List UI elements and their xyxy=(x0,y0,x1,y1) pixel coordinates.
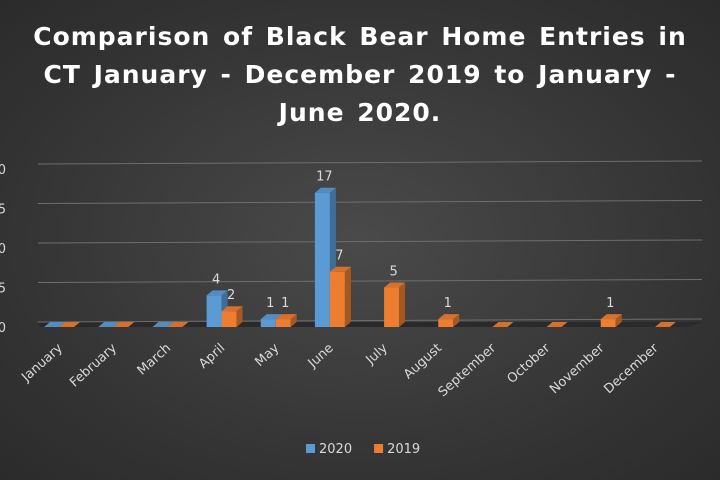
bar xyxy=(98,322,120,327)
x-tick-label: October xyxy=(505,340,554,386)
x-tick-label: September xyxy=(436,340,500,400)
y-tick-label: 0 xyxy=(0,321,6,336)
bar xyxy=(275,314,297,327)
bar xyxy=(44,322,66,327)
data-label: 4 xyxy=(212,272,220,287)
bar xyxy=(113,322,135,327)
grid-line xyxy=(37,318,703,323)
bar xyxy=(654,322,676,327)
data-label: 5 xyxy=(389,265,397,280)
data-label: 2 xyxy=(227,288,235,303)
bar xyxy=(384,282,406,327)
data-label: 17 xyxy=(316,170,333,185)
floor xyxy=(38,322,702,327)
bar xyxy=(492,322,514,327)
grid-line xyxy=(37,279,703,283)
y-tick-label: 5 xyxy=(0,282,6,297)
x-tick-label: May xyxy=(252,341,282,370)
x-tick-label: April xyxy=(196,341,228,372)
data-label: 1 xyxy=(606,296,614,311)
x-tick-label: January xyxy=(18,341,66,386)
grid-line xyxy=(37,239,703,244)
x-tick-label: March xyxy=(135,341,174,379)
x-tick-label: December xyxy=(601,340,662,397)
grid-line xyxy=(37,160,703,165)
bar xyxy=(600,314,622,327)
y-tick-label: 20 xyxy=(0,163,6,178)
data-label: 1 xyxy=(266,296,274,311)
y-tick-label: 15 xyxy=(0,203,6,218)
data-label: 7 xyxy=(335,249,343,264)
bar xyxy=(152,322,174,327)
bar xyxy=(546,322,568,327)
legend-label: 2020 xyxy=(319,442,352,457)
legend-swatch xyxy=(374,444,384,453)
x-tick-label: February xyxy=(67,341,120,391)
x-tick-label: August xyxy=(401,341,445,383)
bar xyxy=(221,306,243,327)
legend-label: 2019 xyxy=(387,442,420,457)
x-tick-label: June xyxy=(305,341,337,372)
chart-title: Comparison of Black Bear Home Entries in… xyxy=(33,22,687,127)
bar xyxy=(329,266,351,327)
bar xyxy=(59,322,81,327)
y-tick-label: 10 xyxy=(0,242,6,257)
legend-swatch xyxy=(306,444,315,453)
data-label: 1 xyxy=(281,296,289,311)
x-tick-label: July xyxy=(363,341,391,369)
data-label: 1 xyxy=(444,296,452,311)
bar xyxy=(167,322,189,327)
x-tick-label: November xyxy=(547,340,608,397)
bar xyxy=(438,314,460,327)
grid-line xyxy=(37,200,703,204)
